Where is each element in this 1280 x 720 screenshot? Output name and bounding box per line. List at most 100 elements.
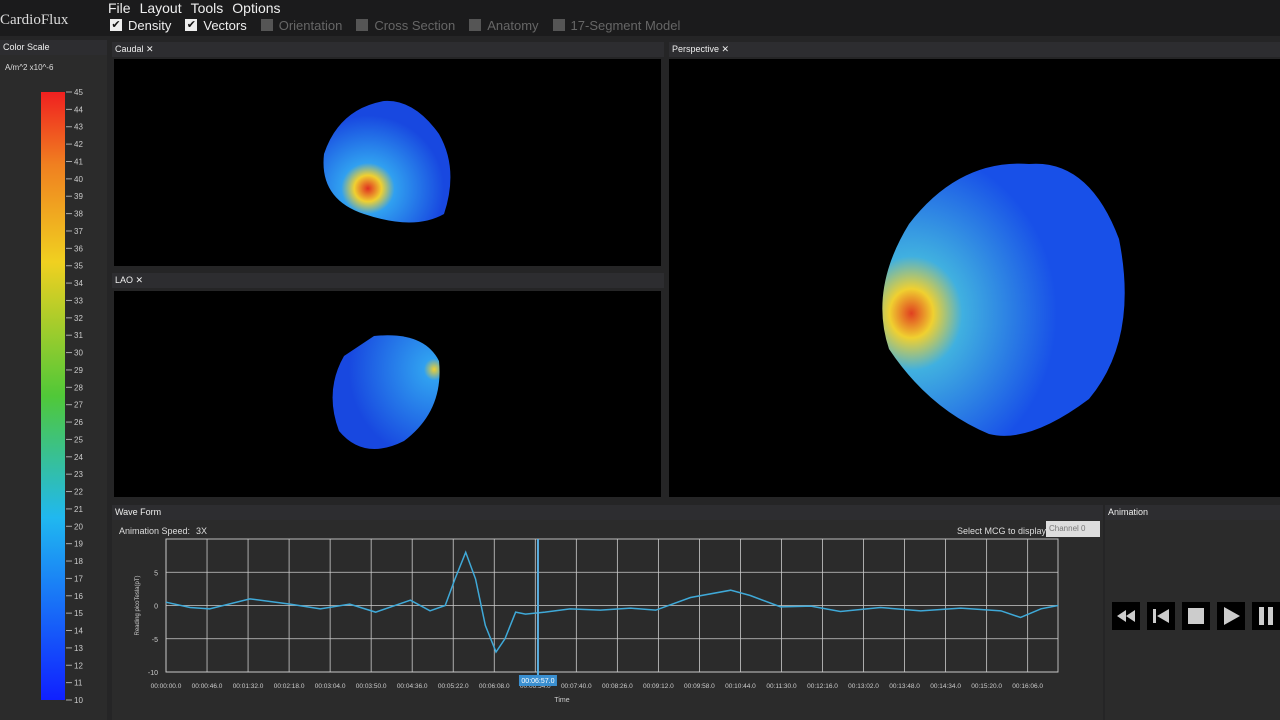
toggle-label: Anatomy	[487, 17, 539, 33]
tick-label: 44	[74, 105, 83, 114]
heart-render	[332, 335, 440, 449]
perspective-viewport[interactable]	[669, 59, 1280, 497]
tick-label: 21	[74, 505, 83, 514]
y-tick-label: 0	[154, 604, 158, 611]
top-bar: CardioFlux File Layout Tools Options ✔ Densi…	[0, 0, 1280, 36]
toggle[interactable]: ✔ Density	[110, 17, 171, 33]
y-tick-label: 5	[154, 570, 158, 577]
x-tick-label: 00:00:00.0	[151, 683, 182, 690]
previous-button[interactable]	[1147, 602, 1175, 630]
x-tick-label: 00:09:58.0	[684, 683, 715, 690]
play-button[interactable]	[1217, 602, 1245, 630]
menu-item[interactable]: Tools	[190, 0, 224, 16]
tick-label: 29	[74, 366, 83, 375]
checkbox	[552, 19, 565, 31]
tick-label: 25	[74, 435, 83, 444]
x-tick-label: 00:13:02.0	[848, 683, 879, 690]
speed-value: 3X	[196, 526, 208, 536]
tick-label: 14	[74, 627, 83, 636]
x-tick-label: 00:01:32.0	[233, 683, 264, 690]
y-axis-label: Reading picoTesla(pT)	[135, 575, 141, 635]
x-tick-label: 00:08:26.0	[602, 683, 633, 690]
tick-label: 26	[74, 418, 83, 427]
tick-label: 23	[74, 470, 83, 479]
checkbox: ✔	[110, 19, 122, 31]
tick-label: 13	[74, 644, 83, 653]
unit-label: A/m^2 x10^-6	[5, 63, 54, 72]
tick-label: 16	[74, 592, 83, 601]
toggle-label: 17-Segment Model	[570, 17, 681, 33]
y-tick-label: -5	[152, 637, 158, 644]
animation-panel: Animation	[1105, 505, 1280, 720]
rewind-button[interactable]	[1112, 602, 1140, 630]
heart-render	[882, 163, 1125, 436]
speed-label: Animation Speed:	[119, 526, 191, 536]
tick-label: 28	[74, 383, 83, 392]
checkbox	[260, 19, 273, 31]
toggle[interactable]: Orientation	[260, 17, 342, 33]
toggle[interactable]: ✔ Vectors	[185, 17, 247, 33]
tick-label: 31	[74, 331, 83, 340]
x-tick-label: 00:03:04.0	[315, 683, 346, 690]
toggle[interactable]: 17-Segment Model	[552, 17, 681, 33]
x-tick-label: 00:07:40.0	[561, 683, 592, 690]
checkbox	[356, 19, 369, 31]
tab-label: Perspective	[672, 44, 720, 54]
gradient-bar	[41, 92, 65, 700]
checkbox: ✔	[185, 19, 198, 31]
y-tick-label: -10	[148, 670, 158, 677]
panel-tab[interactable]: LAO ✕	[112, 273, 664, 288]
tab-label: Caudal	[115, 44, 144, 54]
x-tick-label: 00:06:54.0	[520, 683, 551, 690]
menu-item[interactable]: File	[108, 0, 131, 16]
caudal-viewport[interactable]	[114, 59, 661, 266]
x-tick-label: 00:03:50.0	[356, 683, 387, 690]
tick-label: 34	[74, 279, 83, 288]
tick-label: 45	[74, 88, 83, 97]
menu-item[interactable]: Layout	[139, 0, 182, 16]
waveform-line	[165, 550, 1059, 654]
channel-dropdown[interactable]: Channel 0	[1046, 521, 1100, 537]
x-tick-label: 00:05:22.0	[438, 683, 469, 690]
tick-label: 27	[74, 401, 83, 410]
menu-item[interactable]: Options	[232, 0, 281, 16]
tick-label: 33	[74, 296, 83, 305]
tick-label: 24	[74, 453, 83, 462]
tick-label: 36	[74, 244, 83, 253]
tick-label: 10	[74, 696, 83, 705]
x-tick-label: 00:06:08.0	[479, 683, 510, 690]
panel-header: Wave Form	[112, 505, 1103, 520]
tick-label: 11	[74, 679, 83, 688]
stop-button[interactable]	[1182, 602, 1210, 630]
tick-label: 41	[74, 157, 83, 166]
tick-label: 20	[74, 522, 83, 531]
tick-label: 35	[74, 262, 83, 271]
toggle-bar: ✔ Density ✔ Vectors Orientation Cross Section…	[110, 17, 680, 33]
panel-tab[interactable]: Perspective ✕	[669, 42, 1280, 57]
tick-label: 15	[74, 609, 83, 618]
toggle[interactable]: Cross Section	[356, 17, 455, 33]
tick-label: 19	[74, 540, 83, 549]
tick-label: 39	[74, 192, 83, 201]
x-tick-label: 00:11:30.0	[766, 683, 797, 690]
tab-label: LAO	[115, 275, 134, 285]
pause-button[interactable]	[1252, 602, 1280, 630]
x-tick-label: 00:13:48.0	[889, 683, 920, 690]
tick-label: 43	[74, 123, 83, 132]
x-tick-label: 00:16:06.0	[1012, 683, 1043, 690]
app-logo: CardioFlux	[0, 12, 69, 28]
toggle-label: Cross Section	[374, 17, 456, 33]
tick-label: 42	[74, 140, 83, 149]
checkbox	[469, 19, 482, 31]
x-tick-label: 00:15:20.0	[971, 683, 1002, 690]
cursor-badge	[518, 675, 557, 686]
tick-label: 22	[74, 488, 83, 497]
toggle[interactable]: Anatomy	[469, 17, 539, 33]
panel-tab[interactable]: Caudal ✕	[112, 42, 664, 57]
color-scale: 10 11 12 13 14 15 16 17 18 19 20 21 22 23 24 25 26 27 28 29…	[41, 88, 83, 705]
waveform-chart: -10 -5 0 5 00:00:00.0 00:00:46.0 00:01:32.0 00:…	[135, 538, 1059, 704]
lao-viewport[interactable]	[114, 291, 661, 497]
tick-label: 30	[74, 349, 83, 358]
tick-label: 38	[74, 210, 83, 219]
